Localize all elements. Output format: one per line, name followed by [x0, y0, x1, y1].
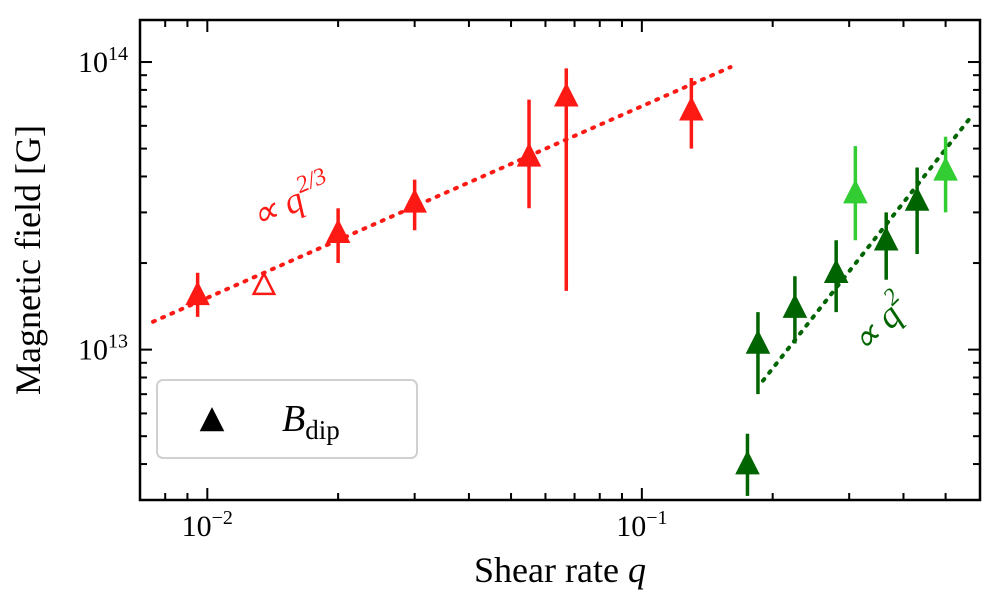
x-tick-label: 10−1: [616, 507, 667, 543]
data-point: [404, 191, 425, 211]
data-point: [935, 159, 956, 179]
y-axis-label: Magnetic field [G]: [8, 125, 48, 395]
data-point: [748, 332, 769, 352]
y-tick-label: 1014: [78, 43, 128, 79]
data-point: [187, 284, 208, 304]
data-point: [737, 453, 758, 473]
x-tick-label: 10−2: [182, 507, 233, 543]
data-point: [519, 145, 540, 165]
ref-line-q-two-thirds: [153, 67, 731, 322]
ref-label-q-two-thirds: ∝ q2/3: [244, 163, 338, 236]
x-axis-label: Shear rate q: [474, 550, 646, 590]
scatter-plot: 10−2 10−1 Shear rate q 1013 1014 Magnetic fie…: [0, 0, 1000, 595]
data-point: [826, 262, 847, 282]
ref-label-q-squared: ∝ q2: [840, 284, 917, 361]
data-point: [681, 99, 702, 119]
data-point: [785, 296, 806, 316]
data-point: [328, 222, 349, 242]
data-point: [845, 182, 866, 202]
y-tick-label: 1013: [78, 331, 128, 367]
data-point: [556, 85, 577, 105]
chart-container: 10−2 10−1 Shear rate q 1013 1014 Magnetic fie…: [0, 0, 1000, 595]
